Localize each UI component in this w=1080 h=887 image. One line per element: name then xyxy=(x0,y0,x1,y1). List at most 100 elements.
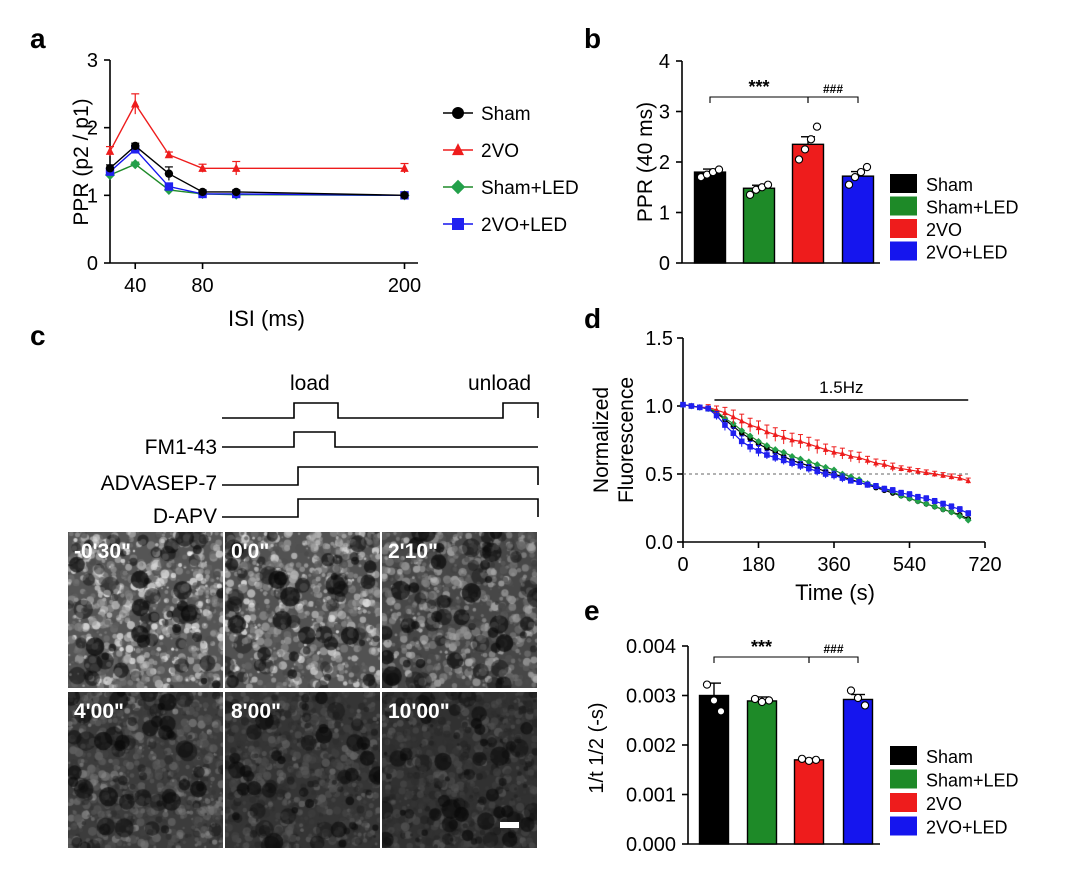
bar-data-point xyxy=(844,180,854,189)
panel-a-y-label: PPR (p2 / p1) xyxy=(70,98,93,225)
legend-label: Sham+LED xyxy=(926,198,1019,218)
panel-e-chart: 0.000 0.001 0.002 0.003 0.004 *** ### 1/t 1/2… xyxy=(586,636,1019,856)
legend-label: 2VO+LED xyxy=(926,243,1008,263)
bar-data-point xyxy=(750,694,760,704)
bar-data-point xyxy=(709,696,719,705)
panel-d-point-2VO xyxy=(780,434,787,440)
legend-swatch-Sham+LED xyxy=(890,196,917,216)
panel-d-point-2VO+LED xyxy=(931,498,938,504)
panel-label-e: e xyxy=(584,595,600,626)
panel-d-point-Sham+LED xyxy=(763,442,771,449)
panel-d-point-Sham+LED xyxy=(964,516,972,524)
panel-b-y-label: PPR (40 ms) xyxy=(634,102,657,222)
panel-a-x-tick-label: 200 xyxy=(388,275,421,297)
panel-d-point-2VO+LED xyxy=(948,503,955,510)
legend-swatch-Sham+LED xyxy=(890,769,917,789)
panel-a-line-2VO xyxy=(109,102,405,169)
timestamp-5: 8'00" xyxy=(231,700,281,723)
y-tick-label: 4 xyxy=(659,51,670,73)
panel-d-point-2VO+LED xyxy=(755,448,762,454)
panel-d-point-2VO+LED xyxy=(713,412,720,419)
panel-d-point-2VO+LED xyxy=(806,465,812,472)
bar-data-point xyxy=(853,693,863,703)
panel-d-point-2VO xyxy=(915,468,921,474)
significance-label: *** xyxy=(748,77,769,97)
panel-d-y-tick-label: 0.0 xyxy=(645,532,673,554)
legend-label: Sham+LED xyxy=(926,771,1019,791)
bar-data-point xyxy=(716,707,726,716)
panel-d-point-2VO xyxy=(965,477,972,484)
panel-label-b: b xyxy=(584,23,601,54)
legend-marker-Sham xyxy=(452,107,464,119)
panel-d-y-tick-label: 1.5 xyxy=(645,328,673,350)
panel-d-point-2VO+LED xyxy=(738,438,745,445)
panel-a-legend: Sham 2VO Sham+LED 2VO+LED xyxy=(443,104,579,236)
panel-d-point-2VO+LED xyxy=(957,506,963,513)
panel-d-point-2VO xyxy=(806,440,812,447)
panel-d-point-2VO xyxy=(856,454,862,461)
bar-data-point xyxy=(794,155,804,164)
bar-data-point xyxy=(846,686,856,695)
bar-data-point xyxy=(745,190,755,199)
panel-a-chart: 0 1 2 3 40 80 200 ISI (ms) PPR (p2 / p1) Sham… xyxy=(70,50,579,331)
bar-data-point xyxy=(806,135,816,144)
panel-d-point-2VO+LED xyxy=(680,401,686,408)
micrograph-1: -0'30" xyxy=(68,532,223,688)
panel-d-point-2VO xyxy=(814,443,821,450)
bar-Sham xyxy=(698,694,730,845)
legend-label: Sham xyxy=(926,175,973,195)
bar-2VO+LED xyxy=(841,175,875,264)
panel-a-point-2VO xyxy=(400,163,409,172)
significance-label: ### xyxy=(823,642,843,656)
panel-a-y-tick-label: 1 xyxy=(87,185,98,207)
bar-data-point xyxy=(860,701,870,710)
panel-d-point-Sham+LED xyxy=(738,427,746,434)
protocol-trace-dapv xyxy=(222,498,539,518)
y-tick-label: 0 xyxy=(659,253,670,275)
y-tick-label: 1 xyxy=(659,203,670,225)
bar-data-point xyxy=(812,122,822,131)
timestamp-3: 2'10" xyxy=(388,540,438,563)
panel-c-protocol xyxy=(222,402,539,518)
panel-d-point-2VO+LED xyxy=(814,468,821,475)
legend-label: Sham+LED xyxy=(481,178,579,199)
panel-d-y-label-line1: Normalized xyxy=(590,387,613,493)
panel-label-c: c xyxy=(30,320,46,351)
bar-Sham xyxy=(693,171,727,264)
panel-d-point-2VO+LED xyxy=(864,482,871,488)
legend-label: 2VO+LED xyxy=(926,818,1008,838)
timestamp-6: 10'00" xyxy=(388,700,450,723)
panel-d-point-2VO xyxy=(931,470,938,477)
timestamp-2: 0'0" xyxy=(231,540,270,563)
y-tick-label: 0.000 xyxy=(626,834,676,856)
panel-d-point-2VO xyxy=(873,459,879,466)
panel-d-point-2VO xyxy=(881,461,888,467)
panel-d-point-Sham+LED xyxy=(805,458,813,466)
significance-label: ### xyxy=(823,82,843,96)
legend-marker-Sham+LED xyxy=(450,179,466,195)
bar-data-point xyxy=(757,697,767,707)
panel-d-point-2VO+LED xyxy=(940,501,946,507)
panel-a-x-tick-label: 40 xyxy=(124,275,146,297)
significance-bracket xyxy=(808,656,859,663)
panel-d-point-2VO xyxy=(730,413,737,420)
panel-d-point-Sham+LED xyxy=(948,508,955,516)
panel-d-y-tick-label: 0.5 xyxy=(645,464,673,486)
legend-swatch-2VO+LED xyxy=(890,241,917,261)
panel-a-point-Sham xyxy=(131,141,140,151)
significance-bracket xyxy=(709,96,809,103)
panel-d-point-Sham+LED xyxy=(931,503,939,510)
panel-d-point-2VO+LED xyxy=(747,444,753,450)
bar-data-point xyxy=(764,696,774,705)
bar-data-point xyxy=(714,165,724,174)
panel-d-point-2VO+LED xyxy=(764,452,770,458)
bar-data-point xyxy=(811,755,821,764)
panel-d-point-2VO+LED xyxy=(772,454,779,461)
panel-a-point-2VO+LED xyxy=(164,182,174,191)
panel-d-point-Sham+LED xyxy=(780,448,788,456)
panel-d-point-Sham+LED xyxy=(797,455,804,463)
panel-d-x-tick-label: 540 xyxy=(893,554,926,576)
panel-d-point-2VO xyxy=(747,421,753,428)
panel-d-point-2VO+LED xyxy=(789,460,795,466)
